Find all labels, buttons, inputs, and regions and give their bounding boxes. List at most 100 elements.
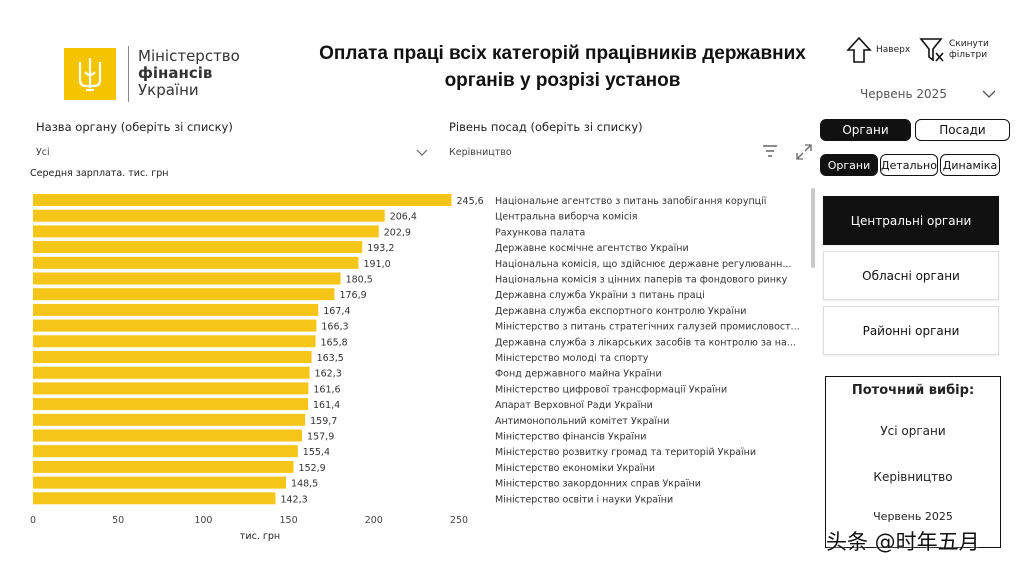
x-tick-label: 150 xyxy=(280,515,298,526)
bar[interactable] xyxy=(33,272,341,285)
ministry-name: Міністерство фінансів України xyxy=(138,48,240,99)
home-button[interactable]: Наверх xyxy=(846,36,910,64)
current-selection-heading: Поточний вибір: xyxy=(851,383,975,398)
x-tick-label: 100 xyxy=(194,515,212,526)
bar-value-label: 142,3 xyxy=(280,494,307,505)
chevron-down-icon xyxy=(416,149,428,156)
bar-value-label: 202,9 xyxy=(384,227,411,238)
x-tick-label: 50 xyxy=(112,515,124,526)
focus-mode-icon[interactable] xyxy=(796,144,812,160)
toggle-positions[interactable]: Посади xyxy=(915,119,1010,141)
toggle-organs[interactable]: Органи xyxy=(820,119,911,141)
current-selection-level: Керівництво xyxy=(873,470,953,484)
bar-value-label: 161,6 xyxy=(313,384,340,395)
bar-value-label: 159,7 xyxy=(310,416,337,427)
ministry-name-line3: України xyxy=(138,81,199,99)
category-label: Центральна виборча комісія xyxy=(495,212,637,223)
bar-value-label: 166,3 xyxy=(321,322,348,333)
category-label: Рахункова палата xyxy=(495,227,585,238)
bar[interactable] xyxy=(33,382,309,395)
category-label: Національна комісія з цінних паперів та … xyxy=(495,275,788,286)
bar[interactable] xyxy=(33,335,316,348)
bar[interactable] xyxy=(33,241,363,254)
chart-scrollbar[interactable] xyxy=(811,188,815,268)
current-selection-card: Поточний вибір: Усі органи Керівництво Ч… xyxy=(825,376,1001,548)
tab-detailed[interactable]: Детально xyxy=(880,154,938,176)
bar-value-label: 152,9 xyxy=(299,463,326,474)
ministry-name-line2: фінансів xyxy=(138,64,213,82)
level-slicer-label: Рівень посад (оберіть зі списку) xyxy=(449,120,643,134)
central-organs-button[interactable]: Центральні органи xyxy=(823,196,999,245)
bar[interactable] xyxy=(33,303,319,316)
category-label: Міністерство молоді та спорту xyxy=(495,353,649,364)
bar-value-label: 167,4 xyxy=(323,306,350,317)
bar[interactable] xyxy=(33,476,287,489)
reset-filters-label-line2: фільтри xyxy=(949,50,988,60)
category-label: Національне агентство з питань запобіган… xyxy=(495,196,767,207)
bar[interactable] xyxy=(33,225,379,238)
bar[interactable] xyxy=(33,194,452,206)
category-label: Міністерство освіти і науки України xyxy=(495,494,673,505)
level-slicer-value: Керівництво xyxy=(449,146,512,158)
x-axis: 0 50 100 150 200 250 xyxy=(30,515,468,526)
bar[interactable] xyxy=(33,288,335,301)
category-label: Державна служба з лікарських засобів та … xyxy=(495,337,796,348)
bar[interactable] xyxy=(33,351,312,363)
tab-organs[interactable]: Органи xyxy=(820,154,878,176)
bar-value-label: 165,8 xyxy=(321,337,348,348)
bar[interactable] xyxy=(33,319,317,332)
category-label: Апарат Верховної Ради України xyxy=(495,400,653,411)
category-label: Міністерство фінансів України xyxy=(495,432,646,443)
view-toggle: Органи Детально Динаміка xyxy=(820,154,1000,176)
level-slicer[interactable]: Керівництво xyxy=(449,144,519,160)
reset-filters-button[interactable]: Скинути фільтри xyxy=(919,36,989,64)
arrow-up-icon xyxy=(846,36,872,63)
district-organs-button[interactable]: Районні органи xyxy=(823,306,999,355)
month-select[interactable]: Червень 2025 xyxy=(860,84,996,104)
page-title: Оплата праці всіх категорій працівників … xyxy=(319,43,806,91)
current-selection-organs: Усі органи xyxy=(880,424,946,438)
bar[interactable] xyxy=(33,492,276,505)
bar[interactable] xyxy=(33,413,306,426)
bar[interactable] xyxy=(33,366,310,379)
salary-bar-chart: Середня зарплата. тис. грн 245,6 Націонал… xyxy=(30,168,800,542)
category-label: Міністерство цифрової трансформації Укра… xyxy=(495,384,727,395)
bar[interactable] xyxy=(33,209,385,222)
bar[interactable] xyxy=(33,445,298,458)
bar[interactable] xyxy=(33,256,359,269)
x-tick-label: 200 xyxy=(365,515,383,526)
tab-dynamics[interactable]: Динаміка xyxy=(940,154,1000,176)
bar-value-label: 163,5 xyxy=(317,353,344,364)
bar-value-label: 176,9 xyxy=(339,290,366,301)
watermark: 头条 @时年五月 xyxy=(826,530,980,554)
bar-value-label: 161,4 xyxy=(313,400,340,411)
logo-divider xyxy=(128,46,129,102)
bar-value-label: 193,2 xyxy=(367,243,394,254)
organ-slicer-value: Усі xyxy=(36,146,50,158)
bar-value-label: 245,6 xyxy=(457,196,484,207)
filter-clear-icon xyxy=(919,38,944,62)
home-button-label: Наверх xyxy=(876,44,911,55)
organ-slicer[interactable]: Усі xyxy=(36,144,428,160)
category-label: Державна служба експортного контролю Укр… xyxy=(495,306,746,317)
regional-organs-button[interactable]: Обласні органи xyxy=(823,251,999,300)
bar-value-label: 148,5 xyxy=(291,479,318,490)
bar[interactable] xyxy=(33,398,309,411)
bar[interactable] xyxy=(33,460,294,473)
ministry-logo xyxy=(64,48,116,100)
current-selection-month: Червень 2025 xyxy=(873,510,953,523)
chart-title: Середня зарплата. тис. грн xyxy=(30,168,168,179)
chevron-down-icon xyxy=(982,90,996,98)
main-toggle: Органи Посади xyxy=(820,119,1010,141)
bar-value-label: 191,0 xyxy=(363,259,390,270)
filter-lines-icon[interactable] xyxy=(762,144,778,158)
bar[interactable] xyxy=(33,429,303,442)
category-label: Міністерство з питань стратегічних галуз… xyxy=(495,322,800,333)
bar-value-label: 157,9 xyxy=(307,432,334,443)
bar-value-label: 155,4 xyxy=(303,447,330,458)
category-label: Національна комісія, що здійснює державн… xyxy=(495,259,791,270)
category-label: Міністерство економіки України xyxy=(495,463,655,474)
organ-slicer-label: Назва органу (оберіть зі списку) xyxy=(36,120,233,134)
bars-layer: 245,6 Національне агентство з питань запо… xyxy=(33,194,800,505)
bar-value-label: 162,3 xyxy=(315,369,342,380)
